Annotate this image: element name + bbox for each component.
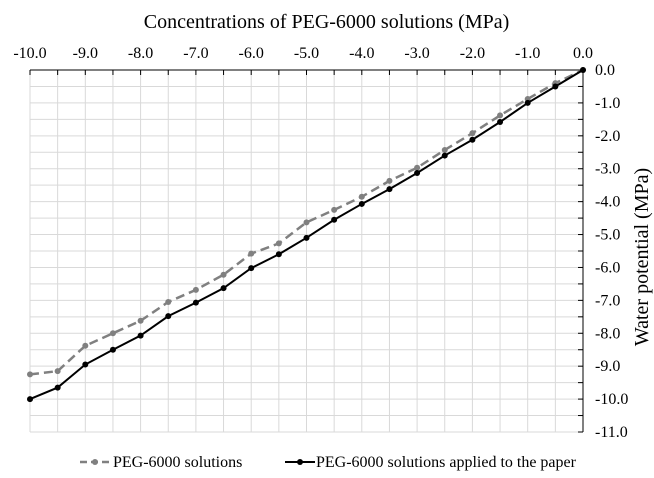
- x-tick-label: -4.0: [349, 45, 374, 62]
- data-point: [109, 346, 116, 353]
- data-point: [358, 200, 365, 207]
- x-tick-label: -1.0: [515, 45, 540, 62]
- series-layer: [27, 67, 586, 403]
- data-point: [27, 371, 33, 378]
- data-point: [469, 136, 476, 143]
- data-point: [524, 99, 531, 106]
- data-point: [192, 286, 199, 293]
- data-point: [414, 170, 421, 177]
- x-tick-label: -3.0: [404, 45, 429, 62]
- data-point: [386, 177, 393, 184]
- x-tick-label: -10.0: [13, 45, 46, 62]
- x-tick-label: -5.0: [294, 45, 319, 62]
- data-point: [441, 146, 448, 153]
- data-point: [580, 67, 586, 73]
- data-point: [82, 361, 89, 368]
- x-tick-label: -6.0: [239, 45, 264, 62]
- data-point: [54, 384, 61, 391]
- data-point: [441, 152, 448, 159]
- legend: PEG-6000 solutions PEG-6000 solutions ap…: [80, 454, 577, 471]
- data-point: [54, 368, 61, 375]
- data-point: [165, 313, 172, 320]
- x-axis-title: Concentrations of PEG-6000 solutions (MP…: [144, 11, 510, 33]
- y-tick-label: -5.0: [595, 227, 620, 244]
- y-tick-label: -1.0: [595, 95, 620, 112]
- x-tick-label: -7.0: [183, 45, 208, 62]
- data-point: [275, 251, 282, 258]
- data-point: [386, 186, 393, 193]
- legend-item-peg-solutions: PEG-6000 solutions: [80, 454, 242, 471]
- data-point: [27, 396, 33, 403]
- data-point: [248, 265, 255, 272]
- data-point: [552, 83, 559, 90]
- data-point: [358, 193, 365, 200]
- series-2: [27, 67, 586, 403]
- data-point: [469, 130, 476, 137]
- x-ticks: -10.0 -9.0 -8.0 -7.0 -6.0 -5.0 -4.0 -3.0 -2.0 -1.…: [13, 45, 593, 75]
- y-tick-label: -6.0: [595, 259, 620, 276]
- y-tick-label: -4.0: [595, 194, 620, 211]
- y-axis-title: Water potential (MPa): [631, 168, 653, 346]
- data-point: [137, 317, 144, 324]
- data-point: [248, 250, 255, 257]
- y-ticks: 0.0 -1.0 -2.0 -3.0 -4.0 -5.0 -6.0 -7.0 -8.0 -9.0 -…: [578, 62, 628, 441]
- y-tick-label: -8.0: [595, 325, 620, 342]
- data-point: [497, 118, 504, 125]
- legend-item-peg-solutions-paper: PEG-6000 solutions applied to the paper: [285, 454, 577, 471]
- data-point: [414, 164, 421, 171]
- y-tick-label: -7.0: [595, 292, 620, 309]
- legend-swatch-marker: [297, 459, 303, 465]
- y-tick-label: -10.0: [595, 391, 628, 408]
- y-tick-label: -9.0: [595, 358, 620, 375]
- legend-swatch-marker: [92, 459, 98, 465]
- data-point: [165, 299, 172, 306]
- data-point: [220, 285, 227, 292]
- x-tick-label: -9.0: [73, 45, 98, 62]
- legend-label: PEG-6000 solutions applied to the paper: [316, 454, 577, 471]
- data-point: [303, 234, 310, 241]
- y-tick-label: -3.0: [595, 161, 620, 178]
- data-point: [220, 271, 227, 278]
- data-point: [303, 219, 310, 226]
- y-tick-label: 0.0: [595, 62, 615, 79]
- data-point: [109, 330, 116, 337]
- x-tick-label: 0.0: [573, 45, 593, 62]
- data-point: [331, 216, 338, 223]
- data-point: [331, 206, 338, 213]
- y-tick-label: -11.0: [595, 424, 628, 441]
- y-tick-label: -2.0: [595, 128, 620, 145]
- data-point: [82, 342, 89, 349]
- x-tick-label: -2.0: [460, 45, 485, 62]
- grid: [29, 70, 583, 433]
- legend-label: PEG-6000 solutions: [113, 454, 242, 471]
- x-tick-label: -8.0: [128, 45, 153, 62]
- data-point: [275, 240, 282, 247]
- data-point: [192, 299, 199, 306]
- data-point: [497, 112, 504, 119]
- data-point: [137, 332, 144, 339]
- series-line: [29, 68, 584, 376]
